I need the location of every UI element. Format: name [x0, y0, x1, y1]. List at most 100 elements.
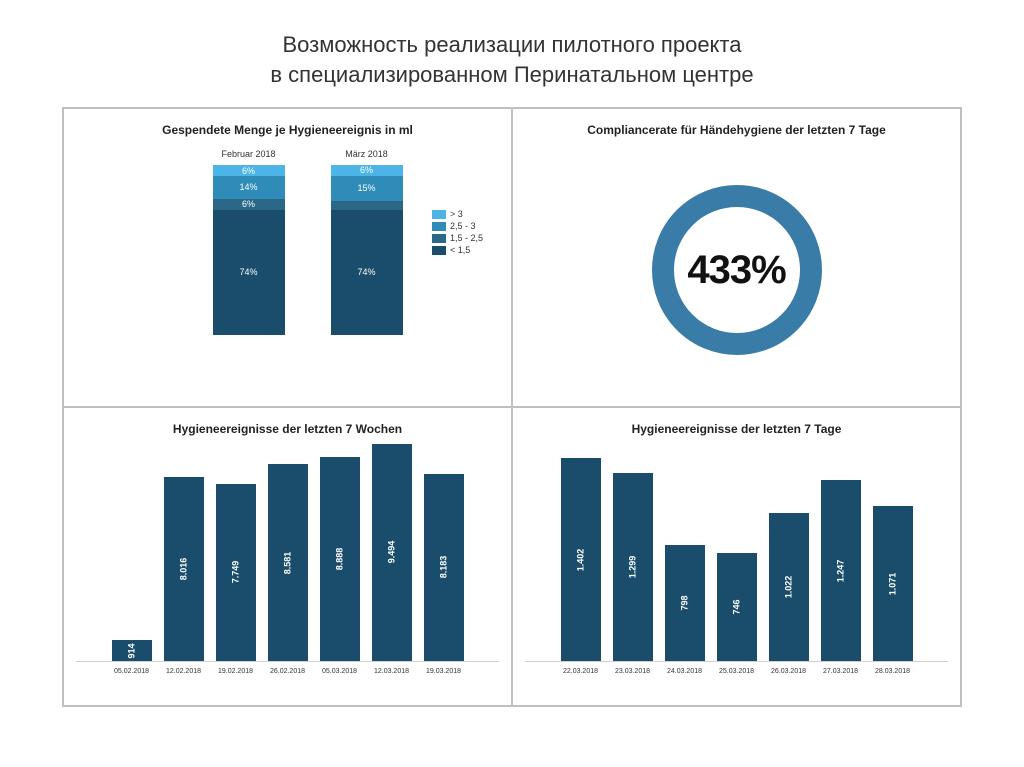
- panel3-chart: 914 8.016 7.749 8.581 8.888 9.494 8.183: [76, 444, 499, 662]
- bar-segment: 6%: [213, 199, 285, 209]
- panel3-title: Hygieneereignisse der letzten 7 Wochen: [64, 408, 511, 444]
- legend-swatch: [432, 234, 446, 243]
- stacked-bar-column: März 2018 74% 15%6%: [331, 149, 403, 335]
- panel4-xaxis: 22.03.2018 23.03.2018 24.03.2018 25.03.2018…: [525, 662, 948, 675]
- x-axis-label: 23.03.2018: [613, 668, 653, 675]
- panel4-title: Hygieneereignisse der letzten 7 Tage: [513, 408, 960, 444]
- legend-item: < 1,5: [432, 245, 483, 255]
- bar: 8.016: [164, 477, 204, 661]
- bar-column: 1.299: [613, 473, 653, 662]
- legend-label: 1,5 - 2,5: [450, 233, 483, 243]
- bar-value-label: 1.402: [576, 548, 586, 571]
- panel-stacked-bar: Gespendete Menge je Hygieneereignis in m…: [63, 108, 512, 407]
- x-axis-label: 22.03.2018: [561, 668, 601, 675]
- x-axis-label: 27.03.2018: [821, 668, 861, 675]
- panel-daily-bars: Hygieneereignisse der letzten 7 Tage 1.4…: [512, 407, 961, 706]
- bar-column: 1.022: [769, 513, 809, 662]
- x-axis-label: 28.03.2018: [873, 668, 913, 675]
- stacked-bar: 74%6%14%6%: [213, 165, 285, 335]
- bar-column: 914: [112, 640, 152, 661]
- bar: 746: [717, 553, 757, 661]
- donut-value: 433%: [687, 248, 785, 293]
- bar: 9.494: [372, 444, 412, 662]
- dashboard-grid: Gespendete Menge je Hygieneereignis in m…: [62, 107, 962, 707]
- bar: 1.022: [769, 513, 809, 662]
- panel-donut: Compliancerate für Händehygiene der letz…: [512, 108, 961, 407]
- legend-item: > 3: [432, 209, 483, 219]
- x-axis-label: 12.02.2018: [164, 668, 204, 675]
- bar: 8.183: [424, 474, 464, 662]
- x-axis-label: 05.03.2018: [320, 668, 360, 675]
- donut: 433%: [652, 185, 822, 355]
- panel3-xaxis: 05.02.2018 12.02.2018 19.02.2018 26.02.2018…: [76, 662, 499, 675]
- stacked-bar: 74% 15%6%: [331, 165, 403, 335]
- bar-value-label: 1.071: [888, 572, 898, 595]
- bar-segment: [331, 201, 403, 210]
- legend-label: > 3: [450, 209, 463, 219]
- bar-segment: 74%: [331, 210, 403, 336]
- bar-column: 8.183: [424, 474, 464, 662]
- x-axis-label: 19.02.2018: [216, 668, 256, 675]
- bar: 8.581: [268, 464, 308, 661]
- legend-item: 2,5 - 3: [432, 221, 483, 231]
- bar-column: 798: [665, 545, 705, 661]
- bar-value-label: 914: [127, 643, 137, 658]
- legend-swatch: [432, 246, 446, 255]
- bar: 8.888: [320, 457, 360, 661]
- title-line-2: в специализированном Перинатальном центр…: [270, 62, 753, 87]
- bar-value-label: 1.247: [836, 560, 846, 583]
- bar: 798: [665, 545, 705, 661]
- legend-swatch: [432, 210, 446, 219]
- bar: 914: [112, 640, 152, 661]
- column-label: Februar 2018: [221, 149, 275, 159]
- bar-value-label: 7.749: [231, 561, 241, 584]
- panel2-title: Compliancerate für Händehygiene der letz…: [513, 109, 960, 145]
- legend-item: 1,5 - 2,5: [432, 233, 483, 243]
- x-axis-label: 24.03.2018: [665, 668, 705, 675]
- bar-column: 746: [717, 553, 757, 661]
- x-axis-label: 26.02.2018: [268, 668, 308, 675]
- bar-segment: 15%: [331, 176, 403, 202]
- bar-value-label: 1.022: [784, 576, 794, 599]
- x-axis-label: 12.03.2018: [372, 668, 412, 675]
- bar-column: 1.402: [561, 458, 601, 662]
- x-axis-label: 25.03.2018: [717, 668, 757, 675]
- bar-column: 8.888: [320, 457, 360, 661]
- page-title: Возможность реализации пилотного проекта…: [0, 0, 1024, 107]
- bar-value-label: 8.183: [439, 556, 449, 579]
- column-label: März 2018: [345, 149, 388, 159]
- panel2-chart: 433%: [513, 145, 960, 395]
- bar-column: 8.016: [164, 477, 204, 661]
- bar-value-label: 798: [680, 596, 690, 611]
- bar-value-label: 8.016: [179, 558, 189, 581]
- bar: 1.402: [561, 458, 601, 662]
- bar-column: 8.581: [268, 464, 308, 661]
- bar-segment: 14%: [213, 176, 285, 200]
- legend-label: < 1,5: [450, 245, 470, 255]
- bar-value-label: 9.494: [387, 541, 397, 564]
- bar-value-label: 8.581: [283, 552, 293, 575]
- x-axis-label: 19.03.2018: [424, 668, 464, 675]
- x-axis-label: 26.03.2018: [769, 668, 809, 675]
- bar: 7.749: [216, 484, 256, 662]
- x-axis-label: 05.02.2018: [112, 668, 152, 675]
- panel4-chart: 1.402 1.299 798 746 1.022 1.247 1.071: [525, 444, 948, 662]
- bar-column: 7.749: [216, 484, 256, 662]
- panel1-title: Gespendete Menge je Hygieneereignis in m…: [64, 109, 511, 145]
- bar: 1.299: [613, 473, 653, 662]
- bar-column: 1.247: [821, 480, 861, 661]
- bar-segment: 6%: [331, 165, 403, 175]
- legend-swatch: [432, 222, 446, 231]
- bar-value-label: 1.299: [628, 556, 638, 579]
- bar-column: 9.494: [372, 444, 412, 662]
- bar-segment: 6%: [213, 165, 285, 175]
- stacked-bar-column: Februar 201874%6%14%6%: [213, 149, 285, 335]
- panel-weekly-bars: Hygieneereignisse der letzten 7 Wochen 9…: [63, 407, 512, 706]
- bar-segment: 74%: [213, 210, 285, 336]
- bar-value-label: 746: [732, 600, 742, 615]
- panel1-legend: > 3 2,5 - 3 1,5 - 2,5 < 1,5: [432, 209, 483, 257]
- bar: 1.247: [821, 480, 861, 661]
- bar-column: 1.071: [873, 506, 913, 662]
- bar-value-label: 8.888: [335, 548, 345, 571]
- legend-label: 2,5 - 3: [450, 221, 476, 231]
